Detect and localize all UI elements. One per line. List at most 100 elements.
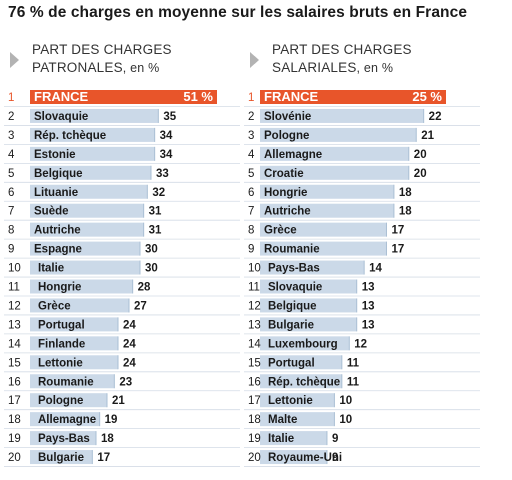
value-label: 11 xyxy=(347,376,360,388)
category-label: Allemagne xyxy=(38,414,96,426)
rank-label: 20 xyxy=(248,452,261,464)
bar xyxy=(30,108,159,123)
value-label: 17 xyxy=(391,244,404,256)
chart-patronales: 1 FRANCE 51 % 2 Slovaquie 35 3 Rép. tchèque 34 4 E… xyxy=(4,89,240,467)
category-label: Croatie xyxy=(264,168,304,180)
rank-label: 15 xyxy=(248,357,261,369)
category-label: Hongrie xyxy=(264,187,307,199)
category-label: Autriche xyxy=(264,206,311,218)
category-label: Belgique xyxy=(34,168,83,180)
bar xyxy=(260,450,327,465)
panel-marker-icon xyxy=(10,52,19,68)
value-label: 12 xyxy=(354,338,367,350)
category-label: Rép. tchèque xyxy=(34,130,106,142)
rank-label: 16 xyxy=(8,376,21,388)
category-label: Finlande xyxy=(38,338,85,350)
rank-label: 13 xyxy=(8,319,21,331)
panel-title-caps: SALARIALES xyxy=(272,60,357,75)
category-label: Belgique xyxy=(268,300,317,312)
rank-label: 12 xyxy=(8,300,21,312)
value-label: 17 xyxy=(97,452,110,464)
rank-label: 16 xyxy=(248,376,261,388)
rank-label: 4 xyxy=(8,149,15,161)
bar xyxy=(30,222,144,237)
bar xyxy=(260,127,417,142)
category-label: Italie xyxy=(38,263,64,275)
panel-title-unit: , en % xyxy=(356,61,394,75)
value-label: 13 xyxy=(362,300,375,312)
value-label: 35 xyxy=(163,111,176,123)
bar xyxy=(260,431,327,446)
panel-title-line1: PART DES CHARGES xyxy=(272,42,412,57)
bar xyxy=(260,317,357,332)
category-label: Estonie xyxy=(34,149,76,161)
category-label: Grèce xyxy=(38,300,71,312)
rank-label: 17 xyxy=(248,395,261,407)
category-label: FRANCE xyxy=(34,89,88,104)
category-label: Pays-Bas xyxy=(38,433,90,445)
category-label: Hongrie xyxy=(38,282,81,294)
value-label: 34 xyxy=(160,130,173,142)
bar-highlight xyxy=(260,90,446,104)
bar xyxy=(30,450,93,465)
value-label: 18 xyxy=(101,433,114,445)
category-label: Roumanie xyxy=(264,244,320,256)
value-label: 24 xyxy=(123,357,136,369)
rank-label: 15 xyxy=(8,357,21,369)
value-label: 31 xyxy=(149,206,162,218)
value-label: 20 xyxy=(414,168,427,180)
value-label: 13 xyxy=(362,319,375,331)
value-label: 22 xyxy=(429,111,442,123)
category-label: Malte xyxy=(268,414,297,426)
category-label: Allemagne xyxy=(264,149,322,161)
category-label: Portugal xyxy=(38,319,85,331)
rank-label: 5 xyxy=(248,168,254,180)
rank-label: 19 xyxy=(248,433,261,445)
bar xyxy=(30,431,96,446)
page-title: 76 % de charges en moyenne sur les salai… xyxy=(8,4,468,21)
category-label: Italie xyxy=(268,433,294,445)
rank-label: 14 xyxy=(248,338,261,350)
value-label: 17 xyxy=(391,225,404,237)
bar xyxy=(260,412,335,427)
bar xyxy=(30,336,118,351)
category-label: Pologne xyxy=(264,130,309,142)
bar xyxy=(30,279,133,294)
bar xyxy=(30,203,144,218)
value-label: 34 xyxy=(160,149,173,161)
bar xyxy=(30,165,151,180)
panel-title-line1: PART DES CHARGES xyxy=(32,42,172,57)
value-label: 18 xyxy=(399,206,412,218)
value-label: 21 xyxy=(421,130,434,142)
rank-label: 20 xyxy=(8,452,21,464)
category-label: Luxembourg xyxy=(268,338,338,350)
category-label: Autriche xyxy=(34,225,81,237)
value-label: 13 xyxy=(362,282,375,294)
rank-label: 9 xyxy=(248,244,254,256)
rank-label: 6 xyxy=(248,187,254,199)
category-label: Pays-Bas xyxy=(268,263,320,275)
bar xyxy=(30,241,140,256)
category-label: Slovénie xyxy=(264,111,311,123)
panel-title-line2: SALARIALES, en % xyxy=(272,60,393,75)
bar xyxy=(260,222,387,237)
bar xyxy=(260,298,357,313)
panel-patronales: PART DES CHARGES PATRONALES, en % 1 FRANC… xyxy=(4,38,244,478)
rank-label: 19 xyxy=(8,433,21,445)
category-label: Slovaquie xyxy=(268,282,322,294)
panel-title-unit: , en % xyxy=(122,61,160,75)
panel-title-caps: PATRONALES xyxy=(32,60,123,75)
rank-label: 7 xyxy=(248,206,254,218)
bar xyxy=(30,184,148,199)
rank-label: 13 xyxy=(248,319,261,331)
category-label: Suède xyxy=(34,206,69,218)
bar xyxy=(260,279,357,294)
rank-label: 1 xyxy=(8,92,14,104)
value-label: 9 xyxy=(332,452,338,464)
bar xyxy=(30,146,155,161)
value-label: 11 xyxy=(347,357,360,369)
value-label: 32 xyxy=(152,187,165,199)
rank-label: 8 xyxy=(8,225,14,237)
bar xyxy=(260,165,409,180)
value-label: 24 xyxy=(123,338,136,350)
